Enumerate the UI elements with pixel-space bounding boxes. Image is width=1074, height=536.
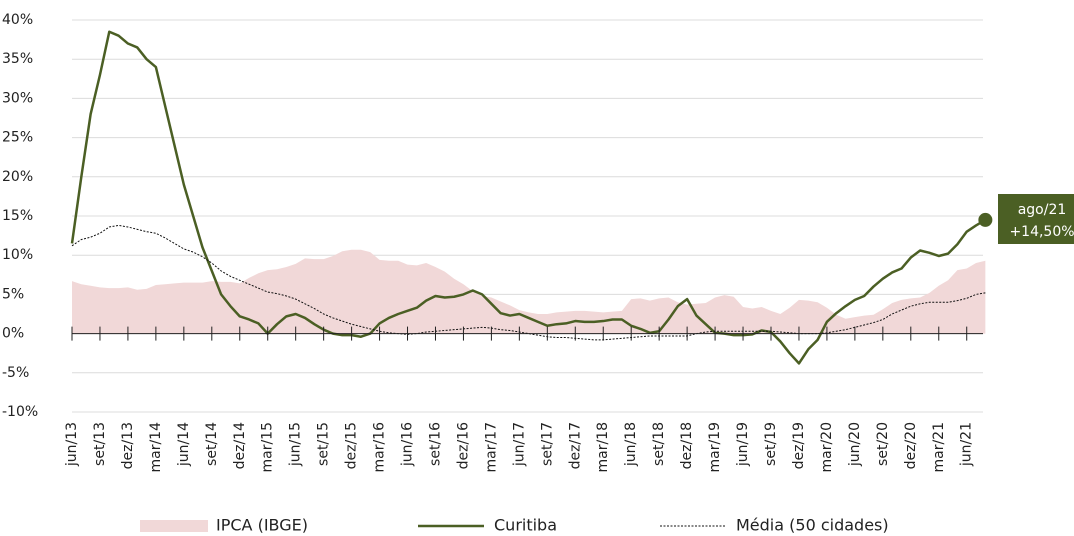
x-tick-label: dez/15	[344, 422, 360, 469]
y-tick-label: -5%	[2, 365, 29, 381]
annotation-box	[998, 194, 1074, 244]
y-tick-label: 20%	[2, 169, 33, 185]
y-tick-label: 40%	[2, 12, 33, 28]
x-tick-label: set/13	[92, 422, 108, 466]
area	[72, 249, 986, 334]
x-tick-label: jun/19	[735, 422, 751, 467]
y-tick-label: 5%	[2, 286, 24, 302]
x-tick-label: set/15	[316, 422, 332, 466]
x-tick-label: dez/14	[232, 422, 248, 469]
y-tick-label: 25%	[2, 130, 33, 146]
x-tick-label: dez/16	[455, 422, 471, 469]
x-tick-label: mar/17	[483, 422, 499, 473]
end-point	[978, 212, 993, 227]
x-tick-label: dez/18	[679, 422, 695, 469]
y-tick-label: 35%	[2, 51, 33, 67]
x-tick-label: set/17	[539, 422, 555, 466]
legend-label: Curitiba	[494, 516, 557, 535]
legend-label: Média (50 cidades)	[736, 516, 889, 535]
x-tick-label: dez/17	[567, 422, 583, 469]
x-tick-label: jun/15	[288, 422, 304, 467]
x-tick-label: dez/19	[791, 422, 807, 469]
y-tick-label: 15%	[2, 208, 33, 224]
line	[71, 224, 986, 341]
y-tick-label: 30%	[2, 90, 33, 106]
legend-swatch	[140, 520, 208, 532]
x-tick-label: set/16	[427, 422, 443, 466]
line	[70, 30, 986, 365]
y-tick-label: -10%	[2, 404, 38, 420]
x-tick-label: jun/18	[623, 422, 639, 467]
annotation-value: +14,50%	[1009, 224, 1074, 240]
x-tick-label: jun/14	[176, 422, 192, 467]
x-tick-label: dez/20	[903, 422, 919, 469]
x-tick-label: set/20	[875, 422, 891, 466]
y-tick-label: 10%	[2, 247, 33, 263]
x-tick-label: set/18	[651, 422, 667, 466]
legend-label: IPCA (IBGE)	[216, 516, 308, 535]
x-tick-label: mar/21	[931, 422, 947, 473]
y-tick-label: 0%	[2, 326, 24, 342]
x-tick-label: mar/18	[595, 422, 611, 473]
annotation-label: ago/21	[1018, 202, 1067, 218]
x-tick-label: set/14	[204, 422, 220, 466]
x-tick-label: mar/20	[819, 422, 835, 473]
x-tick-label: jun/16	[400, 422, 416, 467]
x-tick-label: jun/20	[847, 422, 863, 467]
x-tick-label: mar/16	[372, 422, 388, 473]
x-tick-label: jun/13	[64, 422, 80, 467]
x-tick-label: jun/17	[511, 422, 527, 467]
x-tick-label: mar/19	[707, 422, 723, 473]
x-tick-label: mar/15	[260, 422, 276, 473]
x-tick-label: set/19	[763, 422, 779, 466]
x-tick-label: jun/21	[959, 422, 975, 467]
x-tick-label: mar/14	[148, 422, 164, 473]
x-tick-label: dez/13	[120, 422, 136, 469]
